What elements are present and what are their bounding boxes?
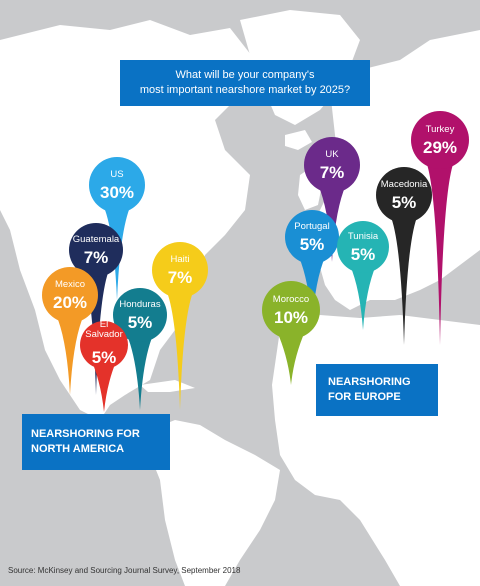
pin-stem-turkey	[425, 160, 455, 345]
pin-head-uk	[304, 137, 360, 193]
pin-value-morocco: 10%	[274, 308, 308, 327]
pin-head-portugal	[285, 210, 339, 264]
pin-label-turkey: Turkey	[426, 124, 455, 135]
pin-label-morocco: Morocco	[273, 294, 309, 305]
pin-value-tunisia: 5%	[351, 245, 376, 264]
europe-label-line-2: FOR EUROPE	[328, 391, 401, 403]
source-note: Source: McKinsey and Sourcing Journal Su…	[8, 566, 241, 575]
pin-stem-el-salvador	[92, 361, 116, 412]
north-america-label-line-1: NEARSHORING FOR	[31, 428, 140, 440]
market-pins: US 30% Guatemala 7% Haiti 7% Mexico 20% Honduras…	[42, 111, 469, 412]
pin-stem-macedonia	[390, 214, 418, 345]
pin-value-uk: 7%	[320, 163, 345, 182]
pin-turkey: Turkey 29%	[411, 111, 469, 345]
pin-stem-honduras	[126, 333, 154, 410]
pin-value-haiti: 7%	[168, 268, 193, 287]
pin-value-portugal: 5%	[300, 235, 325, 254]
pin-label-uk: UK	[325, 149, 339, 160]
pin-label-tunisia: Tunisia	[348, 231, 379, 242]
pin-head-haiti	[152, 242, 208, 298]
survey-question-line-1: What will be your company's	[175, 69, 315, 81]
pin-value-macedonia: 5%	[392, 193, 417, 212]
pin-stem-mexico	[56, 314, 84, 395]
pin-portugal: Portugal 5%	[285, 210, 339, 325]
survey-question-line-2: most important nearshore market by 2025?	[139, 84, 351, 96]
pin-head-el-salvador	[80, 321, 128, 369]
pin-head-turkey	[411, 111, 469, 169]
pin-value-mexico: 20%	[53, 293, 87, 312]
pin-stem-tunisia	[350, 265, 376, 330]
pin-head-macedonia	[376, 167, 432, 223]
pin-value-el-salvador: 5%	[92, 348, 117, 367]
pin-tunisia: Tunisia 5%	[337, 221, 389, 330]
pin-value-honduras: 5%	[128, 313, 153, 332]
pin-label-el-salvador: Salvador	[85, 329, 123, 340]
pin-label-honduras: Honduras	[119, 299, 160, 310]
pin-label-mexico: Mexico	[55, 279, 85, 290]
pin-stem-haiti	[166, 289, 194, 410]
cuba-island	[140, 380, 195, 392]
pin-label-guatemala: Guatemala	[73, 234, 120, 245]
pin-uk: UK 7%	[304, 137, 360, 262]
pin-label-macedonia: Macedonia	[381, 179, 428, 190]
pin-label-us: US	[110, 169, 123, 180]
pin-value-us: 30%	[100, 183, 134, 202]
iceland-island	[285, 130, 312, 150]
europe-label-line-1: NEARSHORING	[328, 376, 411, 388]
europe-callout: NEARSHORING FOR EUROPE	[316, 364, 438, 416]
north-america-callout: NEARSHORING FOR NORTH AMERICA	[22, 414, 170, 470]
north-america-label-line-2: NORTH AMERICA	[31, 443, 125, 455]
pin-morocco: Morocco 10%	[262, 281, 320, 385]
pin-honduras: Honduras 5%	[113, 288, 167, 410]
pin-head-mexico	[42, 267, 98, 323]
pin-label-el-salvador: El	[100, 319, 108, 330]
pin-head-guatemala	[69, 223, 123, 277]
pin-head-honduras	[113, 288, 167, 342]
pin-head-morocco	[262, 281, 320, 339]
pin-label-portugal: Portugal	[294, 221, 329, 232]
south-america-land	[150, 420, 280, 586]
pin-label-haiti: Haiti	[170, 254, 189, 265]
pin-haiti: Haiti 7%	[152, 242, 208, 410]
pin-value-turkey: 29%	[423, 138, 457, 157]
pin-mexico: Mexico 20%	[42, 267, 98, 395]
pin-head-us	[89, 157, 145, 213]
pin-head-tunisia	[337, 221, 389, 273]
pin-stem-morocco	[276, 330, 306, 385]
pin-macedonia: Macedonia 5%	[376, 167, 432, 345]
survey-question-box: What will be your company's most importa…	[120, 60, 370, 106]
pin-value-guatemala: 7%	[84, 248, 109, 267]
